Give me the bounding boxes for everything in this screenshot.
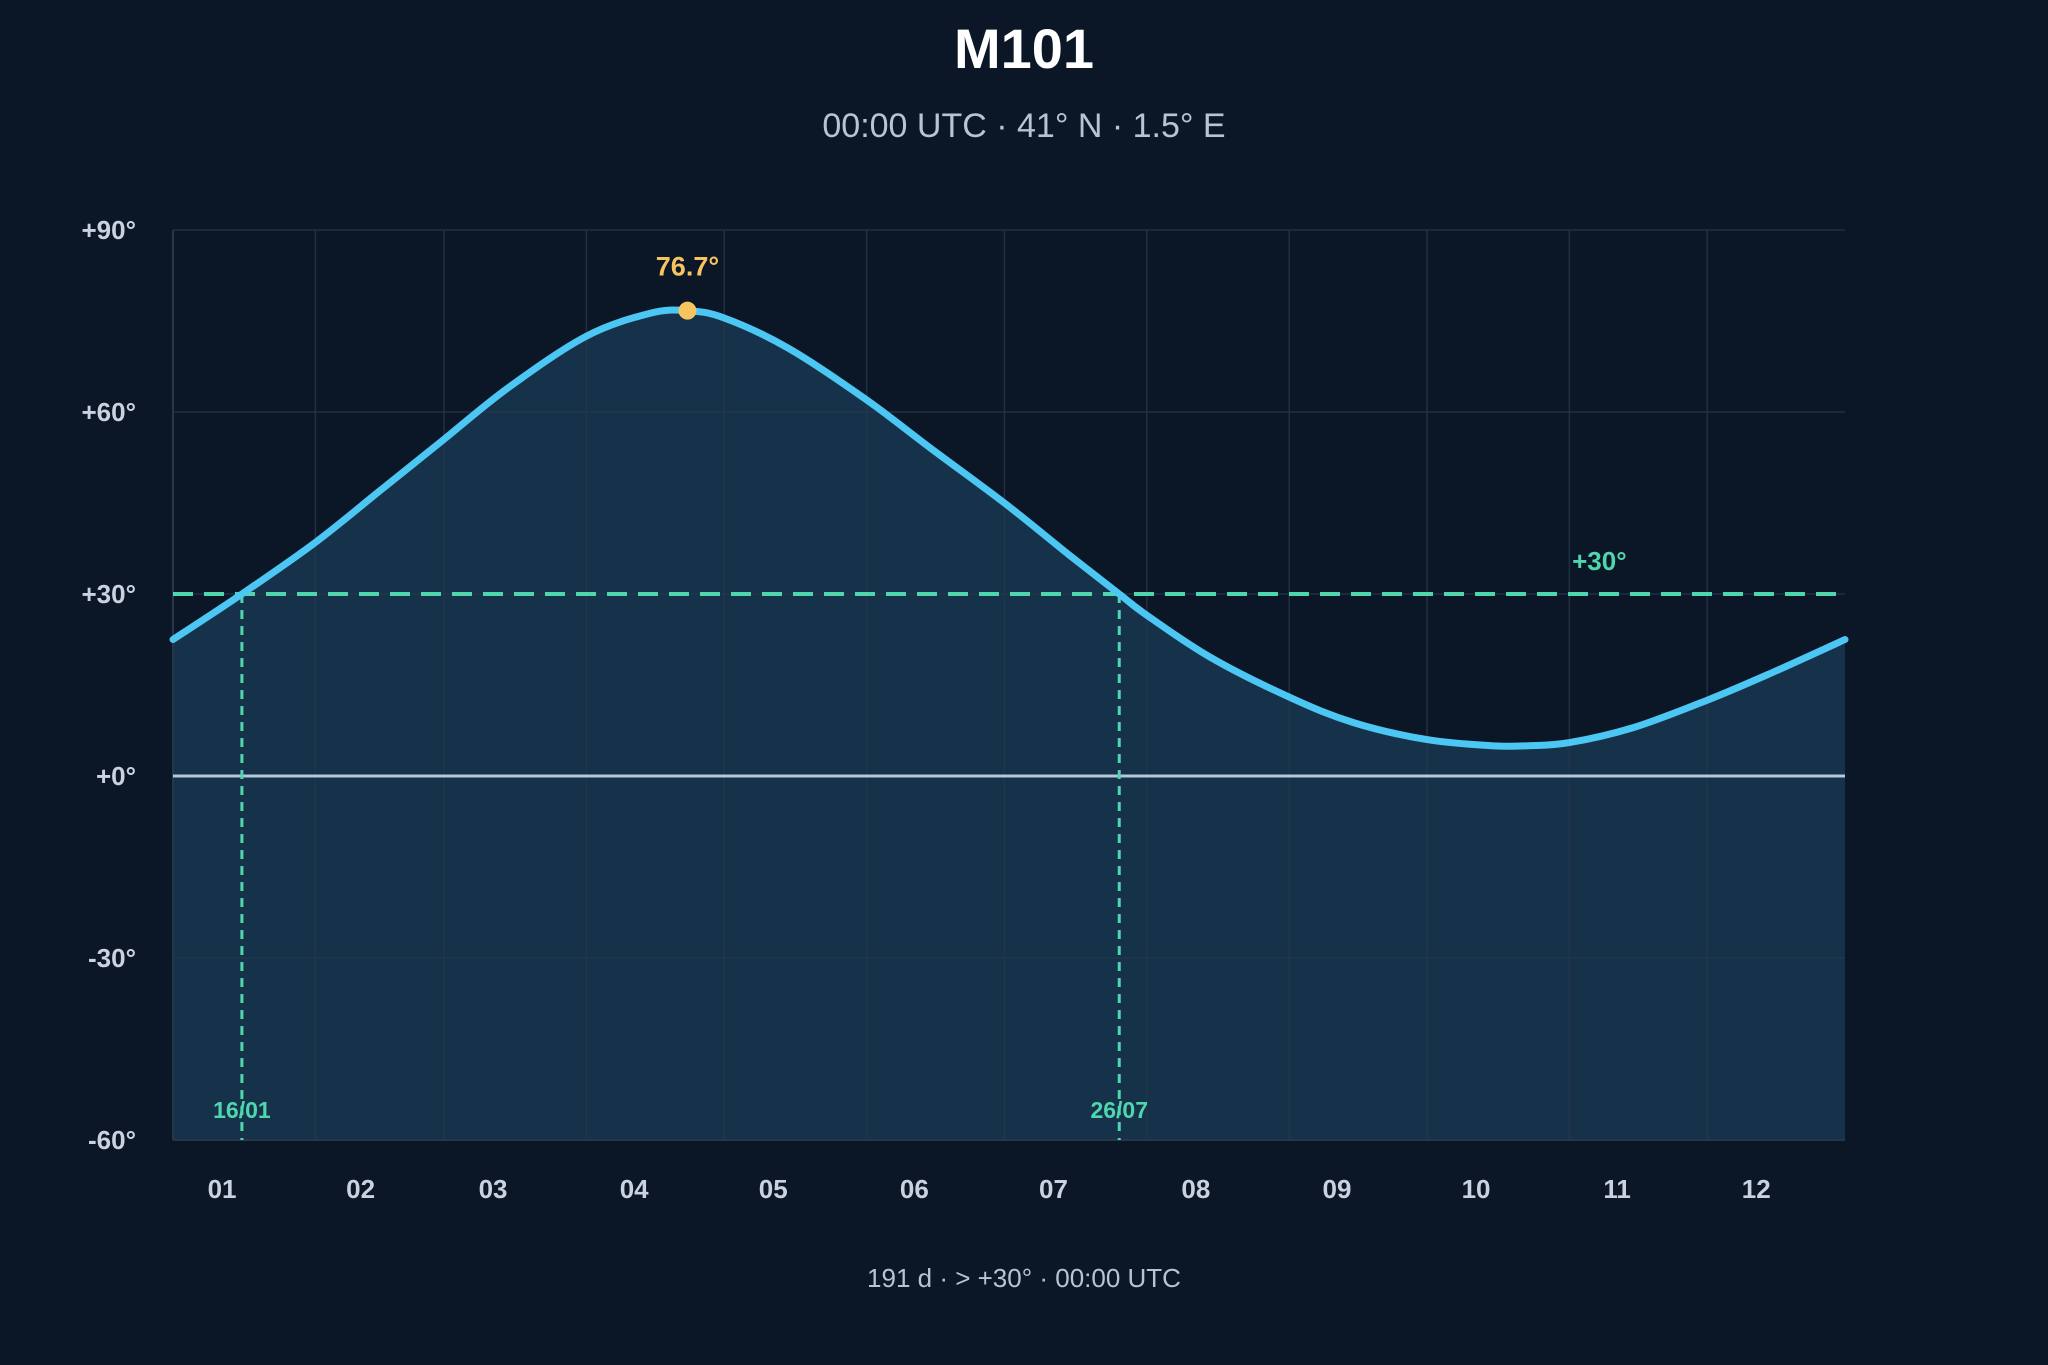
crossing-date-label: 26/07 (1090, 1097, 1148, 1123)
x-tick-label: 02 (346, 1174, 375, 1204)
y-tick-label: +0° (96, 761, 136, 791)
peak-marker (678, 301, 697, 320)
x-tick-label: 01 (208, 1174, 237, 1204)
x-tick-label: 07 (1039, 1174, 1068, 1204)
chart-title: M101 (954, 17, 1094, 80)
y-tick-label: +60° (81, 397, 136, 427)
x-tick-label: 06 (900, 1174, 929, 1204)
x-tick-label: 05 (759, 1174, 788, 1204)
threshold-label: +30° (1572, 546, 1627, 576)
peak-label: 76.7° (656, 252, 719, 282)
x-tick-label: 04 (620, 1174, 649, 1204)
chart-footer: 191 d · > +30° · 00:00 UTC (867, 1263, 1181, 1293)
y-tick-label: +30° (81, 579, 136, 609)
plot-area: 76.7° +30° 16/01 26/07 +90° +60° +30° +0° -30° -6… (81, 215, 1849, 1204)
x-tick-label: 12 (1742, 1174, 1771, 1204)
x-tick-label: 11 (1603, 1174, 1631, 1204)
altitude-curve (169, 306, 1849, 750)
y-tick-label: -60° (88, 1125, 136, 1155)
x-tick-label: 08 (1181, 1174, 1210, 1204)
y-tick-label: +90° (81, 215, 136, 245)
crossing-date-label: 16/01 (213, 1097, 271, 1123)
x-tick-label: 09 (1323, 1174, 1352, 1204)
y-tick-label: -30° (88, 943, 136, 973)
x-tick-label: 03 (479, 1174, 508, 1204)
x-tick-label: 10 (1462, 1174, 1491, 1204)
chart-subtitle: 00:00 UTC · 41° N · 1.5° E (822, 107, 1225, 145)
